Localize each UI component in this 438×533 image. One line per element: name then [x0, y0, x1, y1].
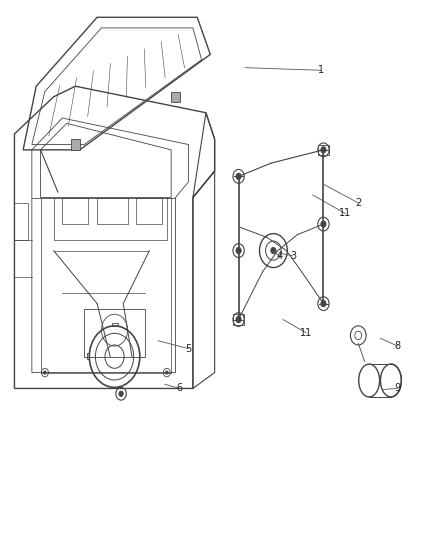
- Text: 11: 11: [339, 208, 351, 219]
- Circle shape: [271, 247, 276, 254]
- Polygon shape: [171, 92, 180, 102]
- Circle shape: [321, 147, 326, 153]
- Text: 4: 4: [277, 251, 283, 261]
- Text: 2: 2: [355, 198, 361, 208]
- Circle shape: [236, 317, 241, 322]
- Text: 6: 6: [177, 383, 183, 393]
- Text: 8: 8: [394, 341, 400, 351]
- Circle shape: [119, 391, 123, 397]
- Text: 1: 1: [318, 66, 325, 75]
- Text: 11: 11: [300, 328, 312, 338]
- Circle shape: [236, 247, 241, 254]
- Circle shape: [166, 371, 168, 374]
- Polygon shape: [71, 139, 80, 150]
- Text: 5: 5: [185, 344, 192, 354]
- Circle shape: [321, 301, 326, 307]
- Circle shape: [236, 173, 241, 180]
- Text: 9: 9: [394, 383, 400, 393]
- Circle shape: [44, 371, 46, 374]
- Text: 3: 3: [290, 251, 296, 261]
- Circle shape: [321, 221, 326, 227]
